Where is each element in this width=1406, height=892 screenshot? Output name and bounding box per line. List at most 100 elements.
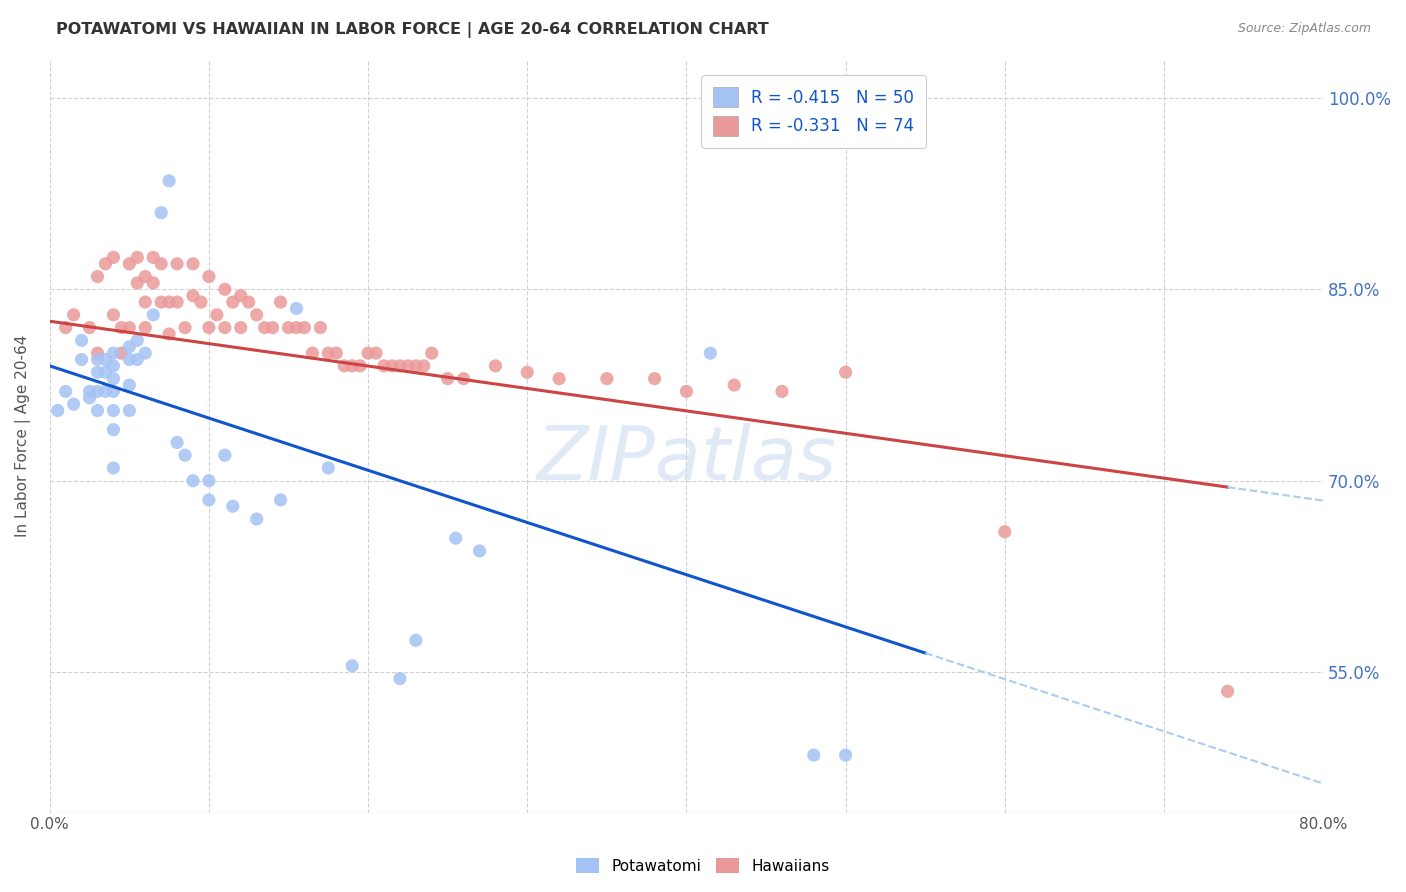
Point (834, 748, 856, 763)
Point (174, 448, 197, 462)
Point (181, 288, 204, 302)
Point (134, 269, 156, 284)
Point (70, 334, 93, 348)
Point (285, 301, 308, 316)
Point (381, 359, 404, 373)
Point (103, 251, 125, 265)
Point (127, 352, 149, 367)
Point (94, 352, 117, 367)
Point (142, 308, 165, 322)
Point (214, 320, 236, 334)
Point (103, 371, 125, 385)
Point (103, 359, 125, 373)
Point (222, 500, 245, 514)
Point (318, 346, 340, 360)
Point (103, 461, 125, 475)
Point (198, 492, 221, 507)
Point (318, 461, 340, 475)
Point (157, 295, 180, 310)
Point (86, 403, 108, 417)
Point (277, 320, 299, 334)
Point (325, 346, 347, 360)
Point (436, 371, 458, 385)
Point (79, 320, 101, 334)
Point (770, 384, 793, 399)
Point (238, 295, 260, 310)
Point (181, 474, 204, 488)
Point (340, 359, 363, 373)
Point (675, 384, 697, 399)
Point (548, 371, 571, 385)
Point (190, 295, 212, 310)
Point (103, 308, 125, 322)
Point (198, 269, 221, 284)
Point (333, 359, 356, 373)
Point (118, 257, 141, 271)
Legend: R = -0.415   N = 50, R = -0.331   N = 74: R = -0.415 N = 50, R = -0.331 N = 74 (702, 76, 927, 148)
Point (388, 672, 411, 686)
Point (150, 205, 173, 219)
Point (205, 308, 228, 322)
Point (994, 524, 1017, 539)
Point (134, 346, 156, 360)
Text: POTAWATOMI VS HAWAIIAN IN LABOR FORCE | AGE 20-64 CORRELATION CHART: POTAWATOMI VS HAWAIIAN IN LABOR FORCE | … (56, 22, 769, 38)
Point (142, 276, 165, 290)
Point (357, 346, 380, 360)
Point (103, 403, 125, 417)
Point (181, 257, 204, 271)
Point (405, 633, 427, 648)
Point (198, 474, 221, 488)
Point (396, 359, 419, 373)
Point (644, 371, 666, 385)
Point (94, 365, 117, 379)
Y-axis label: In Labor Force | Age 20-64: In Labor Force | Age 20-64 (15, 334, 31, 537)
Point (103, 423, 125, 437)
Point (596, 371, 619, 385)
Point (340, 658, 363, 673)
Point (127, 276, 149, 290)
Point (270, 295, 292, 310)
Point (174, 320, 197, 334)
Point (484, 359, 506, 373)
Point (103, 346, 125, 360)
Point (55, 320, 77, 334)
Point (246, 308, 269, 322)
Point (405, 359, 427, 373)
Point (118, 352, 141, 367)
Point (214, 282, 236, 296)
Point (134, 295, 156, 310)
Text: Source: ZipAtlas.com: Source: ZipAtlas.com (1237, 22, 1371, 36)
Point (86, 269, 108, 284)
Point (127, 334, 149, 348)
Point (444, 531, 467, 545)
Point (166, 435, 188, 450)
Point (134, 320, 156, 334)
Point (94, 384, 117, 399)
Point (373, 359, 395, 373)
Point (62, 308, 84, 322)
Point (70, 352, 93, 367)
Point (79, 384, 101, 399)
Point (229, 288, 252, 302)
Point (110, 346, 132, 360)
Point (229, 320, 252, 334)
Point (55, 384, 77, 399)
Point (262, 320, 284, 334)
Point (86, 352, 108, 367)
Point (118, 320, 141, 334)
Point (301, 346, 323, 360)
Point (699, 346, 721, 360)
Point (46, 403, 69, 417)
Point (453, 371, 475, 385)
Point (150, 257, 173, 271)
Point (516, 365, 538, 379)
Point (214, 448, 236, 462)
Point (253, 320, 276, 334)
Point (349, 359, 371, 373)
Point (222, 295, 245, 310)
Point (468, 544, 491, 558)
Point (118, 403, 141, 417)
Point (1216, 684, 1239, 698)
Text: ZIPatlas: ZIPatlas (536, 423, 837, 495)
Point (834, 365, 856, 379)
